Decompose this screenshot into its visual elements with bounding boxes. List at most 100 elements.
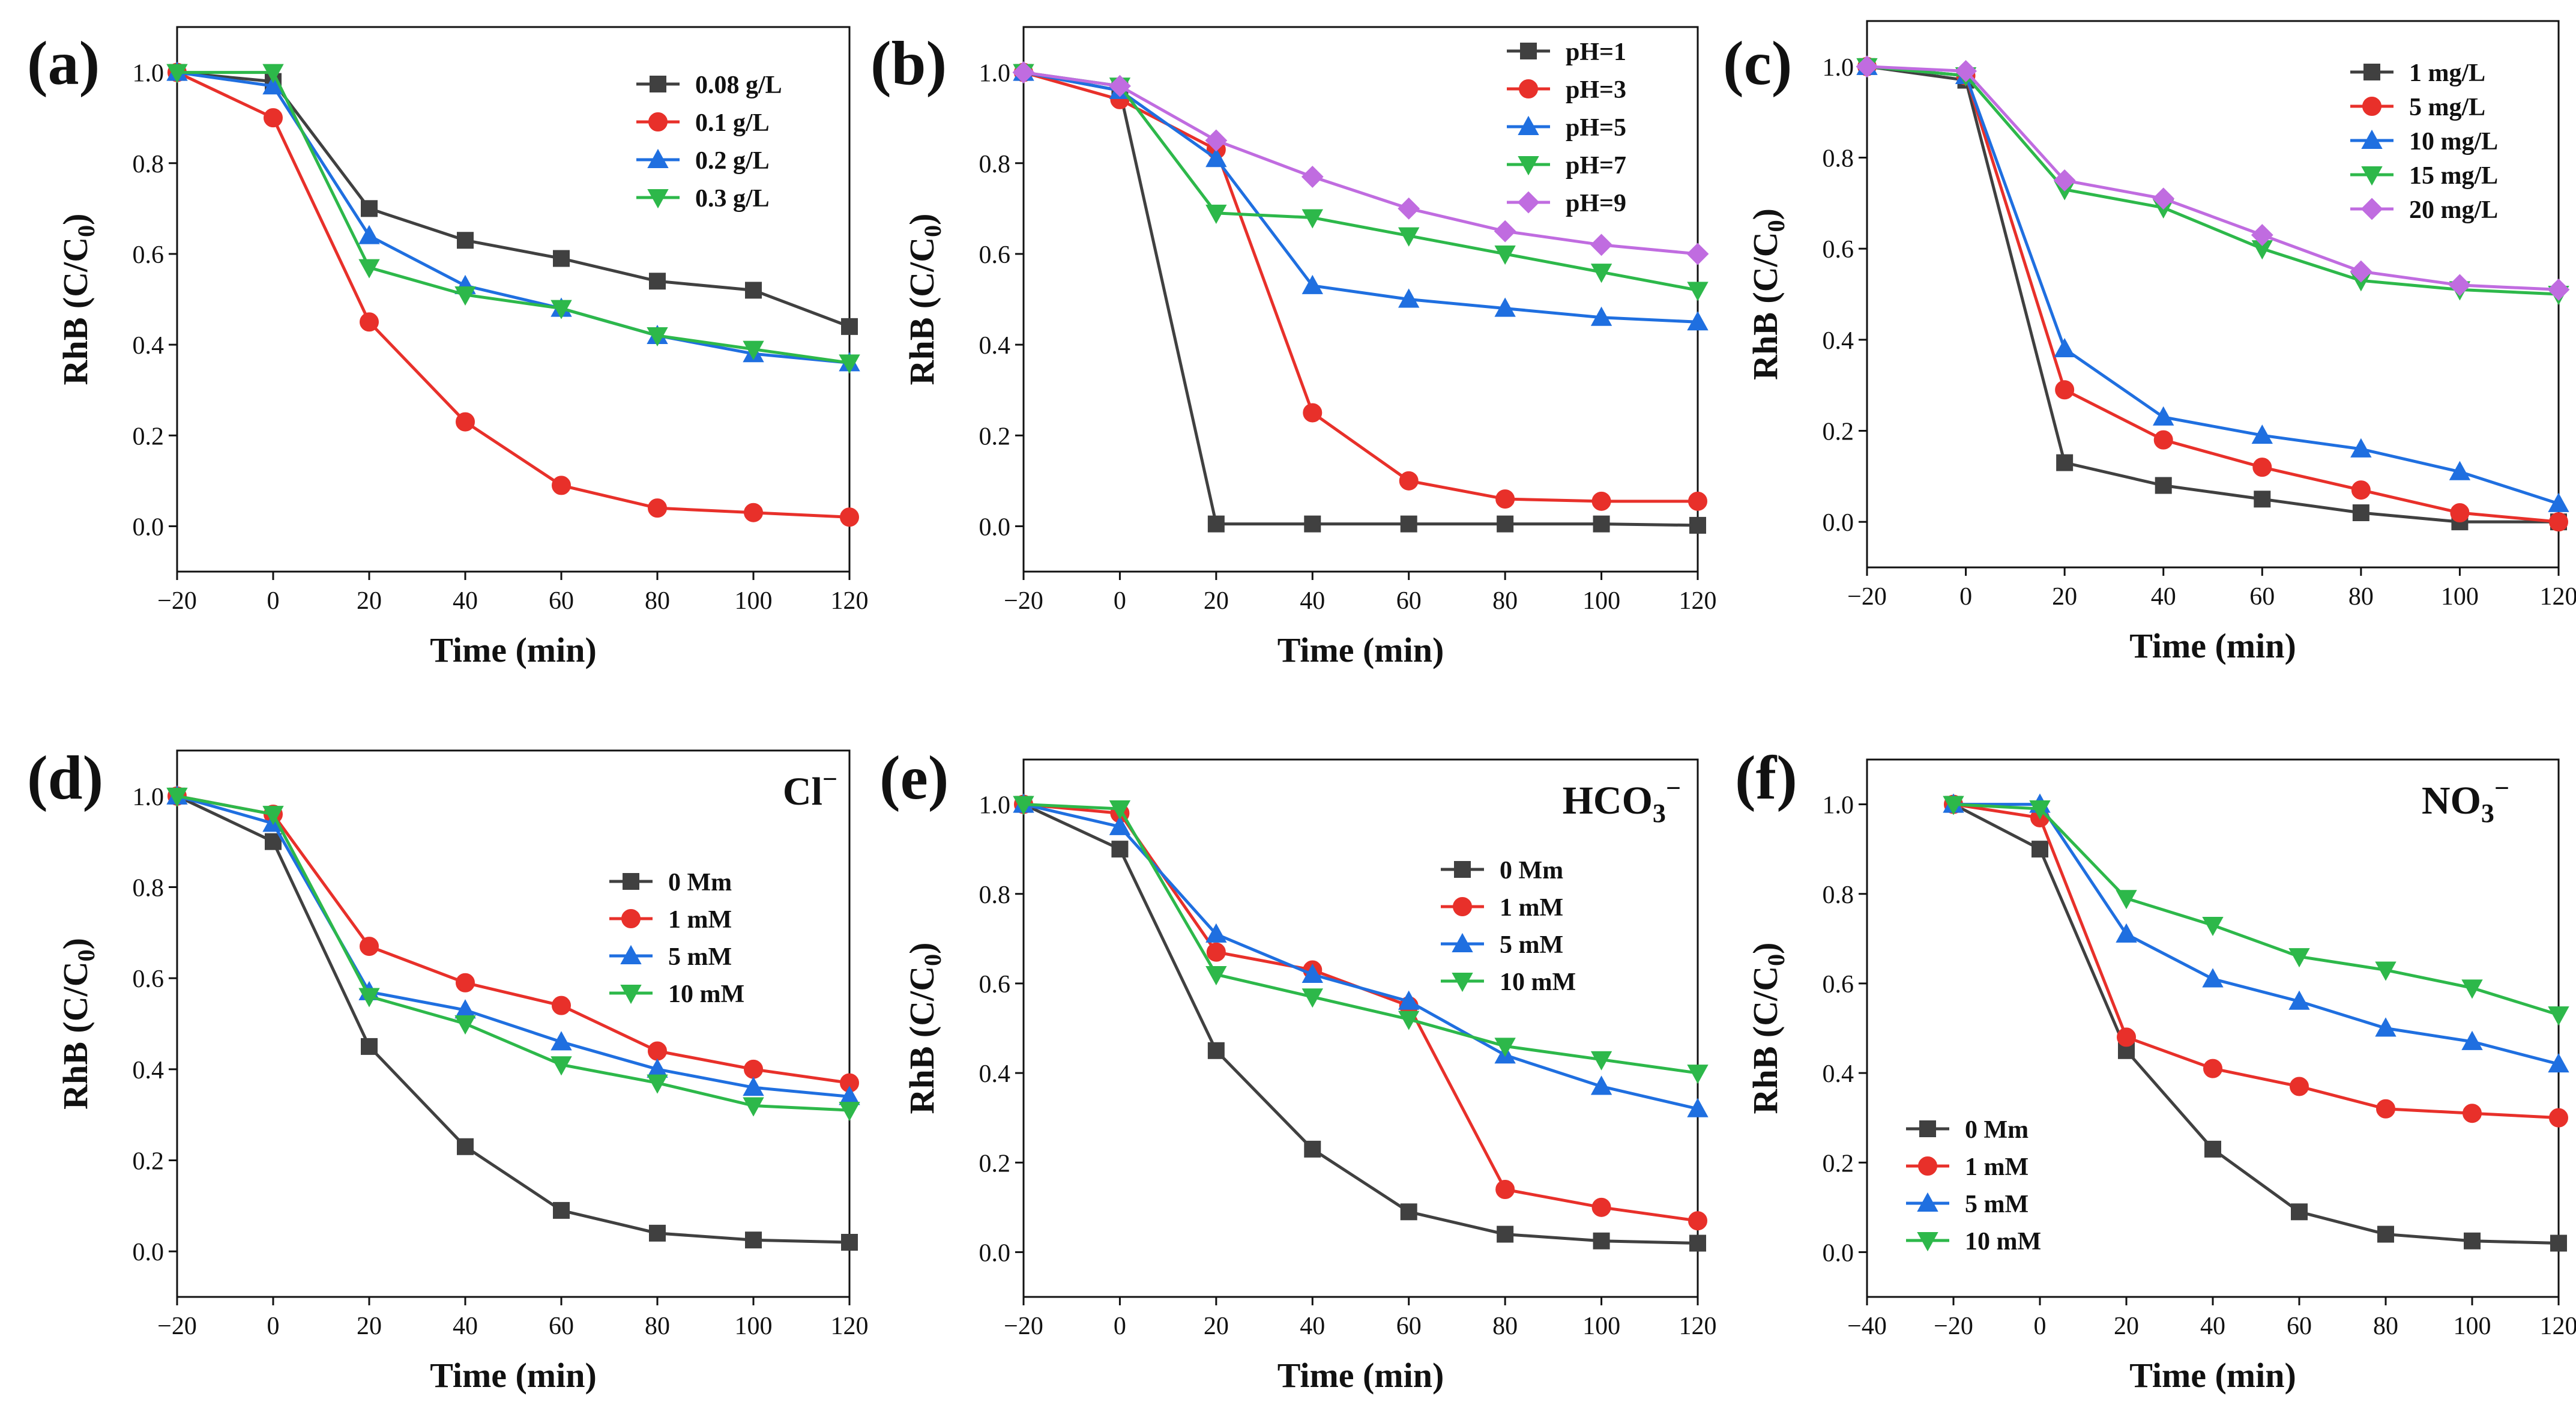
y-tick-label: 0.8 bbox=[979, 151, 1011, 178]
x-tick-label: 40 bbox=[2151, 583, 2176, 611]
y-tick-label: 0.6 bbox=[1823, 971, 1854, 999]
data-point bbox=[1687, 282, 1709, 301]
data-point bbox=[1590, 234, 1612, 256]
series-line bbox=[1953, 803, 2559, 1120]
x-tick-label: 40 bbox=[453, 1313, 478, 1340]
y-tick-label: 0.8 bbox=[1823, 881, 1854, 909]
x-tick-label: 80 bbox=[1492, 1313, 1518, 1340]
y-tick-label: 0.6 bbox=[133, 241, 164, 269]
y-tick-label: 0.4 bbox=[133, 332, 164, 360]
data-point bbox=[2117, 1027, 2136, 1047]
data-point bbox=[1205, 129, 1228, 152]
data-point bbox=[649, 273, 666, 290]
y-tick-label: 0.4 bbox=[1823, 327, 1854, 355]
data-point bbox=[2054, 337, 2075, 357]
data-point bbox=[1593, 1232, 1610, 1249]
data-point bbox=[358, 988, 380, 1008]
legend-marker bbox=[2361, 166, 2383, 186]
data-point bbox=[2352, 504, 2369, 521]
data-point bbox=[1207, 1042, 1225, 1059]
legend-entry: 20 mg/L bbox=[2350, 196, 2498, 224]
x-tick-label: 120 bbox=[1679, 1313, 1717, 1340]
legend-entry: pH=5 bbox=[1507, 114, 1626, 142]
data-point bbox=[2463, 1104, 2482, 1123]
series-1-mm bbox=[167, 786, 859, 1093]
x-tick-label: 60 bbox=[1396, 1313, 1422, 1340]
y-tick-label: 0.6 bbox=[979, 971, 1011, 999]
data-point bbox=[2055, 380, 2075, 400]
x-tick-label: 20 bbox=[357, 1313, 382, 1340]
legend-label: 0 Mm bbox=[1965, 1116, 2029, 1144]
x-tick-label: 0 bbox=[267, 587, 280, 615]
data-point bbox=[2291, 1203, 2308, 1221]
data-point bbox=[454, 1015, 476, 1035]
data-point bbox=[265, 833, 282, 850]
series-0-mm bbox=[1945, 796, 2567, 1252]
legend-entry: pH=3 bbox=[1507, 76, 1626, 104]
legend-label: 0 Mm bbox=[668, 869, 732, 896]
legend-entry: 0 Mm bbox=[1441, 857, 1563, 884]
x-axis-title: Time (min) bbox=[430, 630, 597, 669]
legend-marker bbox=[2360, 198, 2383, 220]
data-point bbox=[1687, 1098, 1709, 1117]
legend-label: 10 mM bbox=[1500, 968, 1576, 996]
legend-entry: 1 mM bbox=[609, 906, 732, 934]
data-point bbox=[1206, 942, 1226, 962]
legend-entry: pH=1 bbox=[1507, 38, 1626, 66]
data-point bbox=[743, 1077, 764, 1096]
data-point bbox=[1304, 515, 1321, 533]
legend-label: 0.2 g/L bbox=[695, 147, 770, 175]
data-point bbox=[2251, 425, 2273, 444]
series-line bbox=[176, 794, 850, 1112]
chart-panel-e: −20 0 20 40 60 80 100 120 0.0 0.2 0.4 0.6 0.8 1.0 Time… bbox=[879, 743, 1717, 1395]
series-line bbox=[1023, 71, 1698, 256]
x-tick-label: −20 bbox=[1004, 587, 1043, 615]
x-tick-label: 20 bbox=[357, 587, 382, 615]
data-point bbox=[1590, 306, 1612, 326]
legend-label: 0 Mm bbox=[1500, 857, 1563, 884]
data-point bbox=[1689, 1234, 1706, 1252]
series-line bbox=[176, 794, 850, 1085]
data-point bbox=[743, 340, 764, 360]
series-line bbox=[1023, 71, 1698, 527]
data-point bbox=[1304, 1140, 1321, 1158]
data-point bbox=[1398, 288, 1420, 308]
data-point bbox=[1494, 220, 1516, 243]
y-tick-label: 1.0 bbox=[133, 60, 164, 88]
data-point bbox=[552, 996, 571, 1015]
x-tick-label: 80 bbox=[2348, 583, 2374, 611]
data-point bbox=[1495, 489, 1515, 509]
series-10-mg-l bbox=[1856, 55, 2569, 512]
series-1-mm bbox=[1014, 794, 1707, 1231]
x-tick-label: 120 bbox=[1679, 587, 1717, 615]
data-point bbox=[2203, 1059, 2222, 1078]
data-point bbox=[2029, 800, 2051, 820]
series-line bbox=[177, 71, 850, 364]
data-point bbox=[1109, 800, 1131, 820]
data-point bbox=[1689, 516, 1706, 534]
legend-label: 1 mM bbox=[1965, 1153, 2029, 1181]
data-point bbox=[361, 1038, 378, 1055]
x-tick-label: −40 bbox=[1847, 1313, 1887, 1340]
data-point bbox=[1013, 796, 1034, 815]
x-tick-label: −20 bbox=[1847, 583, 1887, 611]
data-point bbox=[358, 225, 380, 244]
y-tick-label: 0.2 bbox=[1823, 1150, 1854, 1177]
legend-marker bbox=[1918, 1156, 1937, 1176]
y-tick-label: 1.0 bbox=[1823, 54, 1854, 82]
legend-marker bbox=[650, 76, 666, 92]
y-tick-label: 0.6 bbox=[979, 241, 1011, 269]
data-point bbox=[648, 1041, 667, 1061]
legend-marker bbox=[2362, 97, 2381, 116]
series-10-mm bbox=[1943, 796, 2569, 1026]
data-point bbox=[1205, 966, 1227, 986]
x-tick-label: 20 bbox=[1204, 587, 1229, 615]
data-point bbox=[457, 232, 474, 249]
data-point bbox=[358, 259, 380, 279]
data-point bbox=[2288, 948, 2310, 968]
data-point bbox=[1590, 1075, 1612, 1095]
data-point bbox=[1012, 61, 1035, 83]
data-point bbox=[1497, 515, 1514, 533]
legend-entry: 10 mM bbox=[1441, 968, 1576, 996]
data-point bbox=[2056, 454, 2074, 471]
